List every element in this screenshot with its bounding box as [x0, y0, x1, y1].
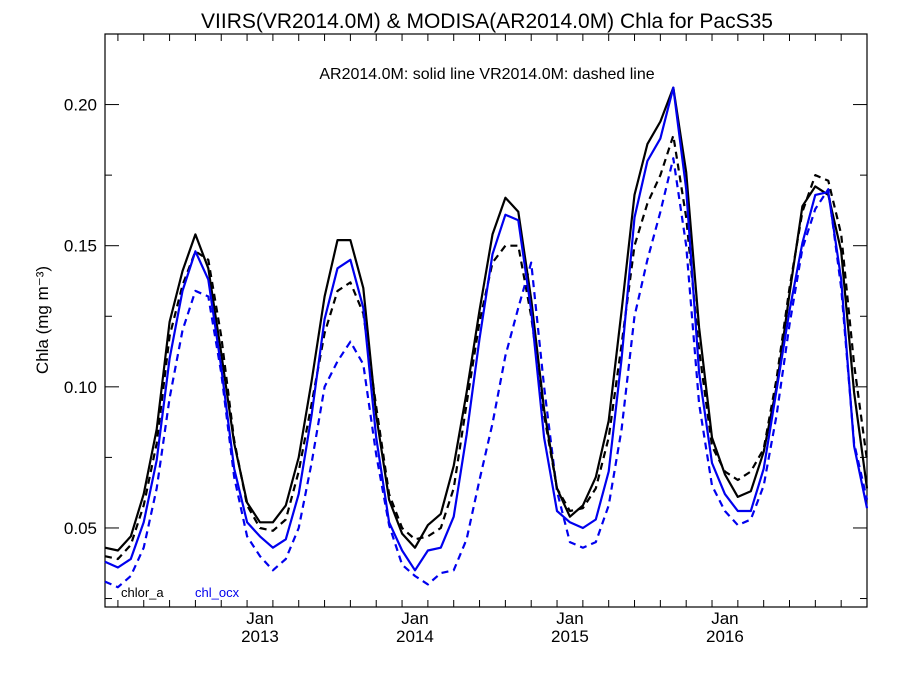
x-tick-label-month: Jan — [711, 609, 738, 628]
series-line-chl-ocx-ar2014-0m — [104, 86, 869, 572]
x-tick-label-year: 2013 — [241, 627, 279, 646]
x-tick-label-month: Jan — [556, 609, 583, 628]
series-line-chlor-a-ar2014-0m — [104, 86, 869, 552]
y-tick-label: 0.15 — [64, 237, 97, 256]
y-tick-label: 0.20 — [64, 96, 97, 115]
x-tick-label-month: Jan — [401, 609, 428, 628]
y-axis-label: Chla (mg m⁻³) — [33, 266, 52, 374]
y-tick-label: 0.05 — [64, 519, 97, 538]
chart-title: VIIRS(VR2014.0M) & MODISA(AR2014.0M) Chl… — [201, 10, 773, 33]
x-tick-label-year: 2015 — [551, 627, 589, 646]
y-tick-label: 0.10 — [64, 378, 97, 397]
x-tick-label-month: Jan — [246, 609, 273, 628]
series-group — [104, 86, 869, 589]
axis-ticks: 0.050.100.150.20Jan2013Jan2014Jan2015Jan… — [64, 33, 867, 646]
legend-chlor-a: chlor_a — [121, 585, 164, 600]
plot-frame — [104, 33, 868, 608]
x-tick-label-year: 2014 — [396, 627, 434, 646]
series-line-chl-ocx-vr2014-0m — [104, 157, 869, 589]
line-style-annotation: AR2014.0M: solid line VR2014.0M: dashed … — [319, 66, 654, 83]
x-tick-label-year: 2016 — [706, 627, 744, 646]
legend-chl-ocx: chl_ocx — [195, 585, 240, 600]
